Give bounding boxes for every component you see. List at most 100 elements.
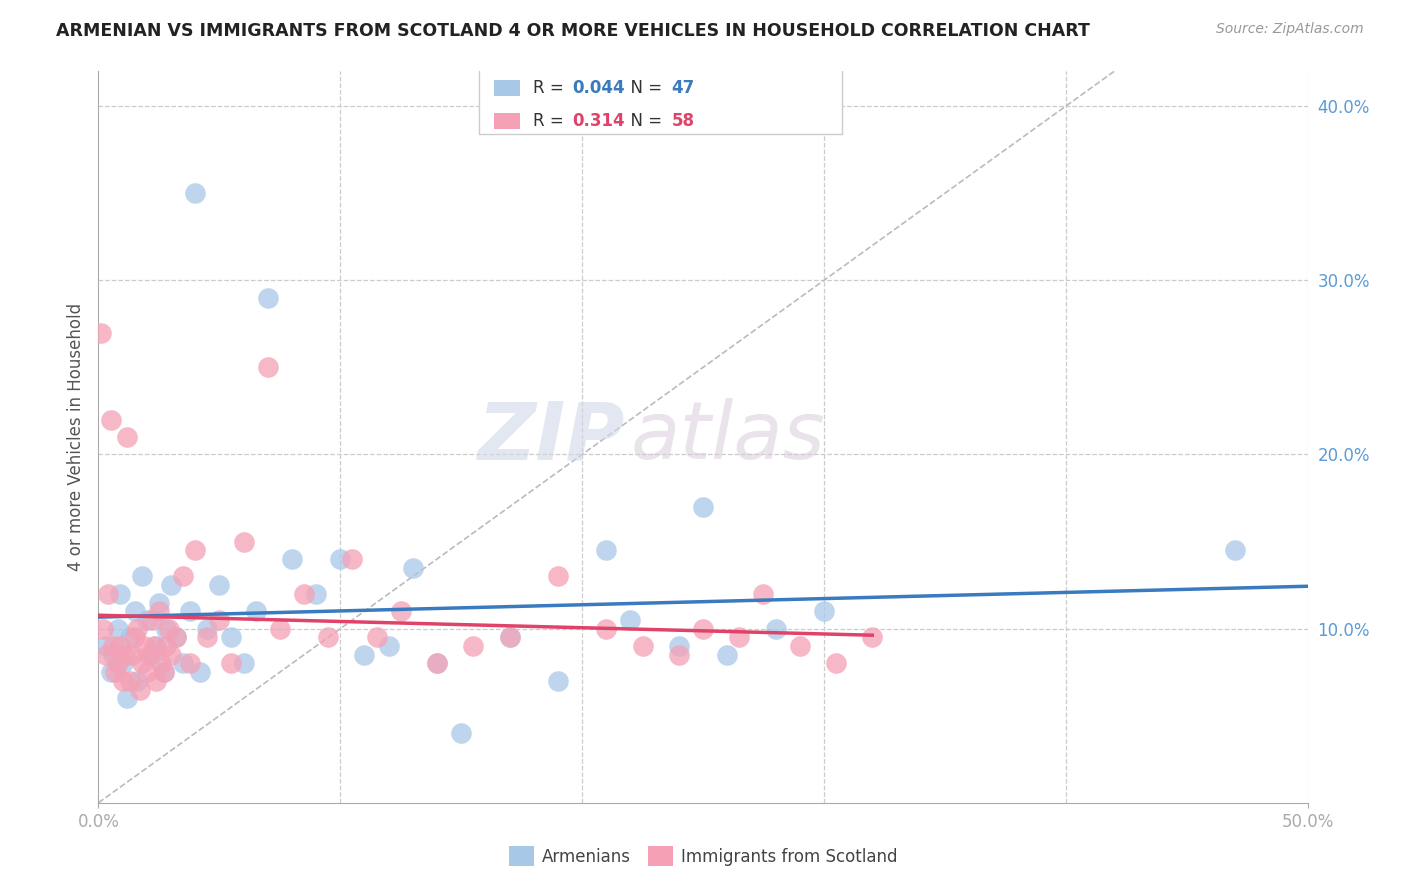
Point bbox=[728, 631, 751, 645]
Point bbox=[172, 569, 194, 583]
Point bbox=[789, 639, 811, 653]
Point bbox=[184, 543, 207, 558]
Point bbox=[595, 622, 617, 636]
Point bbox=[101, 648, 124, 662]
Point bbox=[221, 631, 243, 645]
Point bbox=[195, 631, 218, 645]
Point bbox=[305, 587, 328, 601]
Point bbox=[426, 657, 449, 671]
Point bbox=[765, 622, 787, 636]
Point bbox=[221, 657, 243, 671]
Point bbox=[668, 648, 690, 662]
Text: 0.314: 0.314 bbox=[572, 112, 626, 130]
Point bbox=[141, 648, 163, 662]
Point bbox=[124, 604, 146, 618]
Point bbox=[124, 631, 146, 645]
Point bbox=[619, 613, 641, 627]
Point bbox=[108, 639, 131, 653]
Point bbox=[498, 631, 520, 645]
Point bbox=[94, 648, 117, 662]
Point bbox=[90, 326, 112, 340]
Point bbox=[208, 613, 231, 627]
Point bbox=[100, 412, 122, 426]
Point bbox=[450, 726, 472, 740]
Point bbox=[825, 657, 848, 671]
Point bbox=[668, 639, 690, 653]
Point bbox=[329, 552, 352, 566]
Legend: Armenians, Immigrants from Scotland: Armenians, Immigrants from Scotland bbox=[501, 838, 905, 875]
FancyBboxPatch shape bbox=[494, 80, 520, 96]
Text: R =: R = bbox=[533, 112, 568, 130]
Point bbox=[145, 639, 167, 653]
Point bbox=[188, 665, 211, 680]
Text: 58: 58 bbox=[672, 112, 695, 130]
Point bbox=[353, 648, 375, 662]
Y-axis label: 4 or more Vehicles in Household: 4 or more Vehicles in Household bbox=[66, 303, 84, 571]
Point bbox=[179, 604, 201, 618]
Point bbox=[141, 613, 163, 627]
Point bbox=[155, 622, 177, 636]
Point bbox=[547, 569, 569, 583]
Point bbox=[813, 604, 835, 618]
Point bbox=[145, 673, 167, 688]
Point bbox=[595, 543, 617, 558]
Point bbox=[108, 587, 131, 601]
Point bbox=[208, 578, 231, 592]
Point bbox=[377, 639, 399, 653]
Point bbox=[160, 648, 183, 662]
Point bbox=[716, 648, 738, 662]
Point bbox=[692, 500, 714, 514]
Point bbox=[107, 657, 129, 671]
Point bbox=[111, 657, 134, 671]
Point bbox=[389, 604, 412, 618]
Point bbox=[179, 657, 201, 671]
Point bbox=[184, 186, 207, 201]
Point bbox=[292, 587, 315, 601]
Point bbox=[752, 587, 775, 601]
Point bbox=[860, 631, 883, 645]
Text: 0.044: 0.044 bbox=[572, 79, 626, 97]
Point bbox=[131, 569, 153, 583]
Point bbox=[143, 639, 166, 653]
Text: N =: N = bbox=[620, 112, 666, 130]
Point bbox=[101, 639, 124, 653]
Text: N =: N = bbox=[620, 79, 666, 97]
Point bbox=[426, 657, 449, 671]
Point bbox=[463, 639, 485, 653]
FancyBboxPatch shape bbox=[494, 113, 520, 129]
Point bbox=[172, 657, 194, 671]
Point bbox=[547, 673, 569, 688]
Point bbox=[157, 622, 180, 636]
Point bbox=[114, 648, 136, 662]
Point bbox=[692, 622, 714, 636]
Point bbox=[135, 665, 157, 680]
Point bbox=[498, 631, 520, 645]
Point bbox=[118, 631, 141, 645]
Point bbox=[128, 682, 150, 697]
Point bbox=[131, 657, 153, 671]
Point bbox=[111, 673, 134, 688]
Point bbox=[94, 639, 117, 653]
Point bbox=[117, 691, 139, 706]
Text: Source: ZipAtlas.com: Source: ZipAtlas.com bbox=[1216, 22, 1364, 37]
Point bbox=[1223, 543, 1246, 558]
Point bbox=[121, 648, 143, 662]
Text: 47: 47 bbox=[672, 79, 695, 97]
Text: ZIP: ZIP bbox=[477, 398, 624, 476]
Point bbox=[150, 657, 173, 671]
Point bbox=[256, 291, 278, 305]
Point bbox=[107, 622, 129, 636]
Point bbox=[631, 639, 654, 653]
FancyBboxPatch shape bbox=[479, 64, 842, 134]
Point bbox=[366, 631, 388, 645]
Point bbox=[316, 631, 339, 645]
Text: ARMENIAN VS IMMIGRANTS FROM SCOTLAND 4 OR MORE VEHICLES IN HOUSEHOLD CORRELATION: ARMENIAN VS IMMIGRANTS FROM SCOTLAND 4 O… bbox=[56, 22, 1090, 40]
Point bbox=[118, 673, 141, 688]
Point bbox=[152, 665, 174, 680]
Point bbox=[91, 622, 114, 636]
Point bbox=[232, 657, 254, 671]
Point bbox=[127, 622, 149, 636]
Point bbox=[134, 639, 156, 653]
Point bbox=[104, 665, 127, 680]
Point bbox=[117, 430, 139, 444]
